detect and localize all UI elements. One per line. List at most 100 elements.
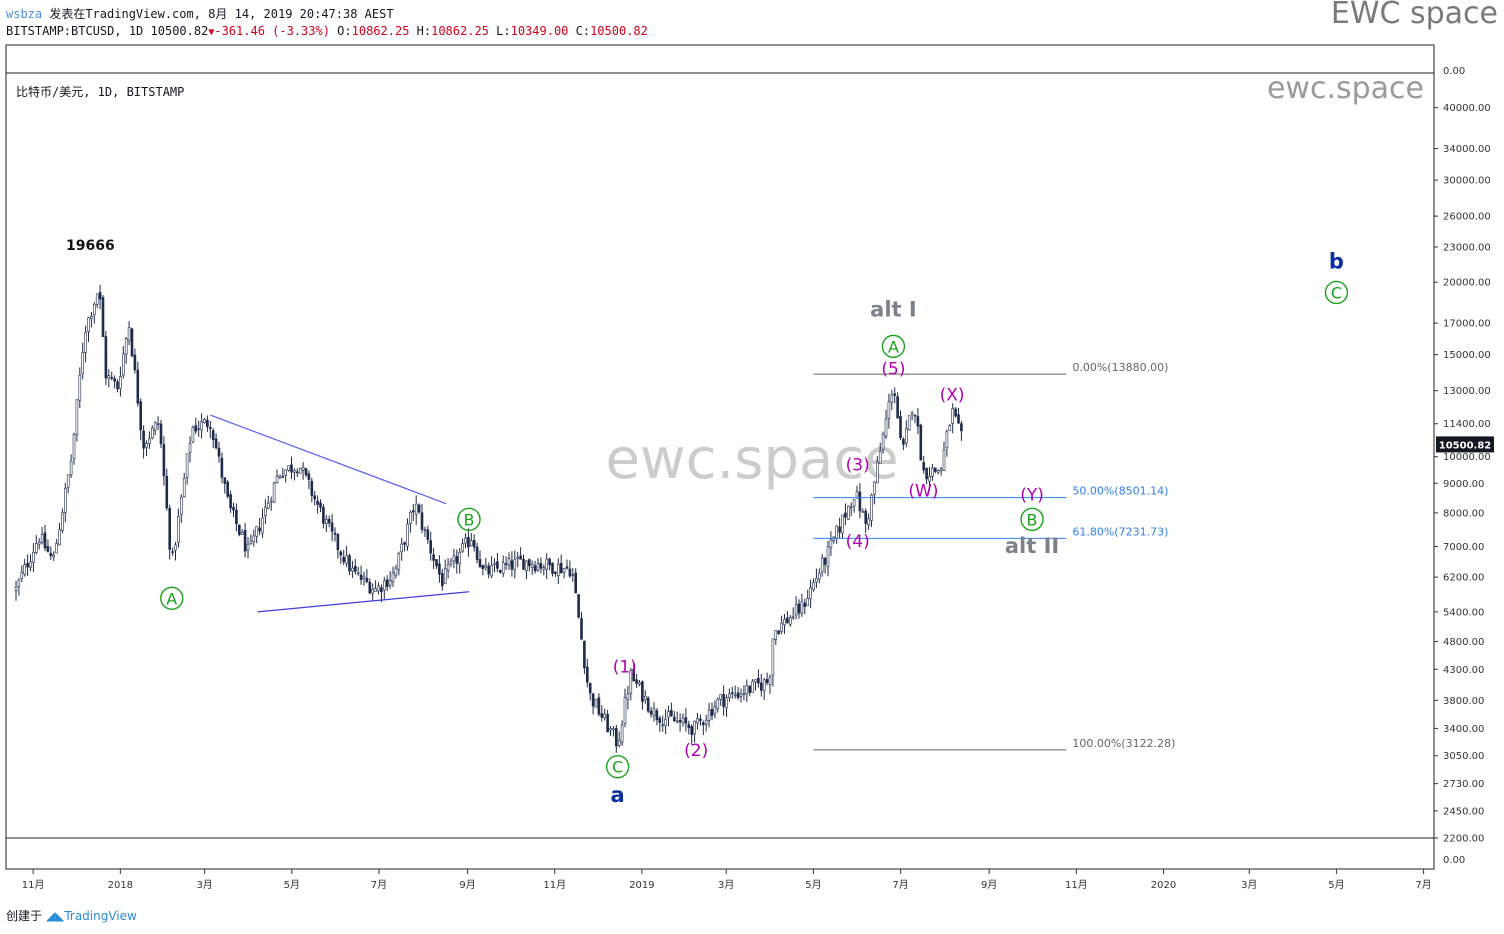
candle-body — [603, 713, 607, 719]
candle-body — [612, 728, 615, 731]
x-tick-label: 7月 — [1415, 879, 1431, 891]
candle-body — [771, 638, 775, 676]
candle-body — [907, 415, 911, 431]
candle-body — [928, 476, 931, 482]
y-tick-label: 34000.00 — [1443, 144, 1491, 155]
candle-body — [113, 378, 116, 382]
footer: 创建于 ◢◣TradingView — [6, 907, 137, 924]
candle-body — [852, 499, 856, 507]
wave-label-minor: (4) — [846, 532, 870, 552]
candle-body — [620, 724, 624, 743]
price-badge-bg — [1436, 436, 1494, 453]
candle-body — [461, 543, 464, 552]
candle-body — [797, 603, 801, 614]
candle-body — [180, 496, 183, 515]
candle-body — [762, 679, 766, 692]
candle-body — [809, 587, 812, 600]
y-tick-label: 17000.00 — [1443, 319, 1491, 330]
candle-body — [371, 588, 375, 594]
candle-body — [336, 534, 340, 551]
x-tick-label: 11月 — [22, 879, 45, 891]
x-tick-label: 5月 — [1328, 879, 1344, 891]
candle-body — [374, 588, 377, 592]
candle-body — [290, 464, 293, 473]
high-label: H: — [416, 24, 432, 38]
candle-body — [206, 419, 209, 427]
candle-body — [217, 447, 221, 457]
candle-body — [168, 508, 172, 550]
candle-body — [783, 618, 786, 626]
author-name[interactable]: wsbza — [6, 7, 43, 21]
candle-body — [301, 466, 305, 471]
candle-body — [545, 558, 549, 570]
candle-body — [504, 563, 508, 565]
last-price: 10500.82 — [150, 24, 209, 38]
price-change: -361.46 (-3.33%) — [214, 24, 330, 38]
candle-body — [954, 408, 957, 417]
candle-body — [739, 693, 743, 697]
candle-body — [678, 720, 682, 723]
candle-body — [359, 574, 363, 580]
candle-body — [496, 561, 499, 569]
wave-label-minor: (5) — [881, 359, 905, 379]
candle-body — [412, 510, 415, 513]
candle-body — [151, 427, 154, 439]
candle-body — [43, 532, 47, 549]
candle-body — [910, 412, 914, 415]
candle-body — [211, 430, 215, 440]
annotation-lines: 0.00%(13880.00) 50.00%(8501.14) 61.80%(723… — [210, 361, 1175, 751]
candle-body — [287, 465, 290, 471]
candle-body — [638, 682, 641, 685]
candle-body — [481, 565, 485, 570]
x-tick-label: 3月 — [196, 879, 212, 891]
publish-text: 发表在TradingView.com, 8月 14, 2019 20:47:38… — [49, 7, 394, 21]
candle-body — [449, 561, 453, 565]
candle-body — [316, 500, 319, 505]
candle-body — [284, 469, 288, 476]
candle-body — [641, 681, 644, 702]
y-axis[interactable]: 40000.00 34000.00 30000.00 26000.00 23000.00… — [1434, 103, 1491, 845]
candle-body — [806, 598, 810, 606]
x-axis[interactable]: 11月 2018 3月 5月 7月 9月 11月 2019 3月 5月 7月 9月 11月 2020 3月 5… — [22, 869, 1432, 891]
fib-level-label: 0.00%(13880.00) — [1072, 361, 1168, 374]
x-tick-label: 2018 — [108, 880, 133, 891]
candle-body — [562, 568, 566, 573]
candle-body — [429, 540, 433, 554]
candle-body — [655, 710, 659, 721]
candle-body — [246, 543, 250, 551]
candle-body — [867, 518, 870, 525]
tradingview-link[interactable]: TradingView — [64, 909, 137, 923]
x-tick-label: 9月 — [981, 879, 997, 891]
trendline[interactable] — [257, 591, 470, 613]
candle-body — [101, 297, 105, 338]
candle-body — [310, 480, 314, 496]
candle-body — [162, 444, 166, 477]
candle-body — [406, 523, 409, 547]
candle-body — [565, 566, 569, 569]
watermark-center: ewc.space — [605, 427, 898, 492]
candle-body — [275, 475, 279, 484]
candle-body — [881, 433, 885, 450]
candle-body — [513, 558, 517, 570]
candle-body — [673, 716, 676, 722]
y-tick-label: 10000.00 — [1443, 452, 1491, 463]
tradingview-logo-icon[interactable]: ◢◣ — [45, 909, 65, 923]
candle-body — [304, 468, 308, 476]
candle-body — [383, 580, 386, 591]
candle-body — [873, 481, 876, 495]
candle-body — [670, 710, 673, 717]
candle-body — [142, 430, 145, 449]
y-tick-label: 9000.00 — [1443, 479, 1484, 490]
trendline[interactable] — [210, 414, 447, 505]
candle-body — [948, 425, 952, 431]
low-label: L: — [496, 24, 511, 38]
candle-body — [702, 722, 705, 726]
candle-body — [577, 594, 580, 618]
candle-body — [936, 470, 940, 473]
candle-body — [765, 678, 769, 684]
candle-body — [380, 587, 383, 593]
candle-body — [522, 559, 525, 570]
candle-body — [58, 529, 61, 546]
